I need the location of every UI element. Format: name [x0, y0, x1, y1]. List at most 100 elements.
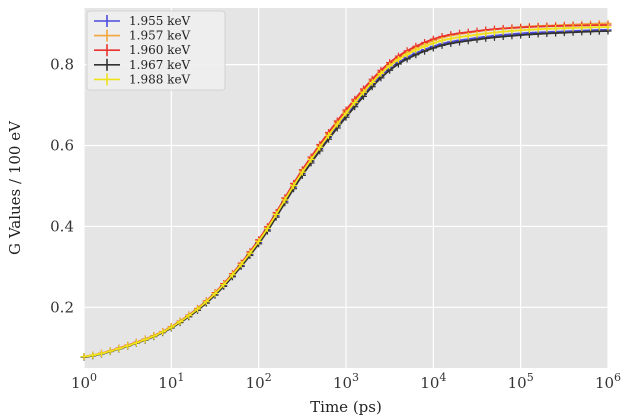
- data-point: [124, 342, 132, 350]
- x-tick-base: 10: [508, 374, 527, 392]
- legend-item: 1.955 keV: [94, 14, 191, 28]
- x-tick-label: 105: [508, 371, 534, 392]
- data-point: [298, 168, 306, 176]
- x-tick-exponent: 1: [177, 371, 184, 384]
- data-point: [394, 55, 402, 63]
- x-tick-base: 10: [595, 374, 614, 392]
- x-tick-exponent: 5: [527, 371, 534, 384]
- data-point: [552, 25, 560, 33]
- data-point: [429, 39, 437, 47]
- data-point: [272, 210, 280, 218]
- y-tick-label: 0.4: [50, 217, 74, 235]
- legend-item: 1.960 keV: [94, 43, 191, 57]
- x-tick-label: 101: [158, 371, 184, 392]
- data-point: [115, 345, 123, 353]
- data-point: [159, 328, 167, 336]
- data-point: [89, 351, 97, 359]
- data-point: [447, 35, 455, 43]
- legend-label: 1.960 keV: [129, 43, 191, 57]
- y-tick-label: 0.6: [50, 137, 74, 155]
- data-point: [368, 78, 376, 86]
- data-point: [246, 249, 254, 257]
- data-point: [587, 23, 595, 31]
- grid-lines: [83, 8, 609, 368]
- x-tick-exponent: 2: [265, 371, 272, 384]
- x-tick-exponent: 6: [614, 371, 621, 384]
- x-tick-exponent: 0: [90, 371, 97, 384]
- data-point: [141, 336, 149, 344]
- x-tick-base: 10: [158, 374, 177, 392]
- legend-label: 1.955 keV: [129, 14, 191, 28]
- x-tick-base: 10: [333, 374, 352, 392]
- x-axis-label: Time (ps): [310, 398, 382, 416]
- data-point: [421, 42, 429, 50]
- x-tick-exponent: 3: [352, 371, 359, 384]
- x-tick-label: 106: [595, 371, 621, 392]
- x-tick-label: 102: [246, 371, 272, 392]
- data-point: [604, 23, 612, 31]
- x-tick-label: 100: [71, 371, 97, 392]
- y-tick-label: 0.2: [50, 298, 74, 316]
- data-point: [167, 323, 175, 331]
- data-point: [473, 31, 481, 39]
- data-point: [106, 347, 114, 355]
- y-tick-label: 0.8: [50, 56, 74, 74]
- data-point: [281, 196, 289, 204]
- data-point: [525, 26, 533, 34]
- data-point: [499, 28, 507, 36]
- x-tick-label: 103: [333, 371, 359, 392]
- data-point: [132, 339, 140, 347]
- data-point: [508, 27, 516, 35]
- data-point: [569, 24, 577, 32]
- data-point: [202, 298, 210, 306]
- data-point: [263, 224, 271, 232]
- data-point: [80, 353, 88, 361]
- data-point: [490, 29, 498, 37]
- data-point: [220, 281, 228, 289]
- data-point: [176, 318, 184, 326]
- data-point: [456, 33, 464, 41]
- data-point: [237, 260, 245, 268]
- x-tick-base: 10: [420, 374, 439, 392]
- legend-label: 1.988 keV: [129, 72, 191, 86]
- x-tick-base: 10: [246, 374, 265, 392]
- x-tick-exponent: 4: [439, 371, 446, 384]
- data-point: [211, 290, 219, 298]
- legend-label: 1.957 keV: [129, 29, 191, 43]
- data-point: [543, 25, 551, 33]
- data-point: [578, 24, 586, 32]
- legend-item: 1.957 keV: [94, 29, 191, 43]
- x-tick-base: 10: [71, 374, 90, 392]
- data-point: [290, 182, 298, 190]
- data-point: [255, 237, 263, 245]
- data-point: [377, 70, 385, 78]
- data-point: [316, 143, 324, 151]
- data-point: [342, 109, 350, 117]
- data-point: [386, 62, 394, 70]
- data-point: [438, 37, 446, 45]
- data-point: [403, 50, 411, 58]
- data-point: [351, 99, 359, 107]
- data-point: [333, 120, 341, 128]
- legend-item: 1.988 keV: [94, 72, 191, 86]
- data-point: [307, 156, 315, 164]
- data-point: [517, 26, 525, 34]
- data-point: [325, 131, 333, 139]
- legend-box: [86, 10, 226, 91]
- data-point: [228, 271, 236, 279]
- data-point: [412, 46, 420, 54]
- data-point: [560, 24, 568, 32]
- series-layer: [80, 19, 612, 361]
- legend-item: 1.967 keV: [94, 58, 191, 72]
- x-tick-label: 104: [420, 371, 446, 392]
- series-1-988-kev: [80, 23, 612, 361]
- data-point: [194, 305, 202, 313]
- data-point: [185, 312, 193, 320]
- data-point: [97, 349, 105, 357]
- y-axis-label: G Values / 100 eV: [6, 120, 24, 255]
- data-point: [595, 23, 603, 31]
- data-point: [534, 25, 542, 33]
